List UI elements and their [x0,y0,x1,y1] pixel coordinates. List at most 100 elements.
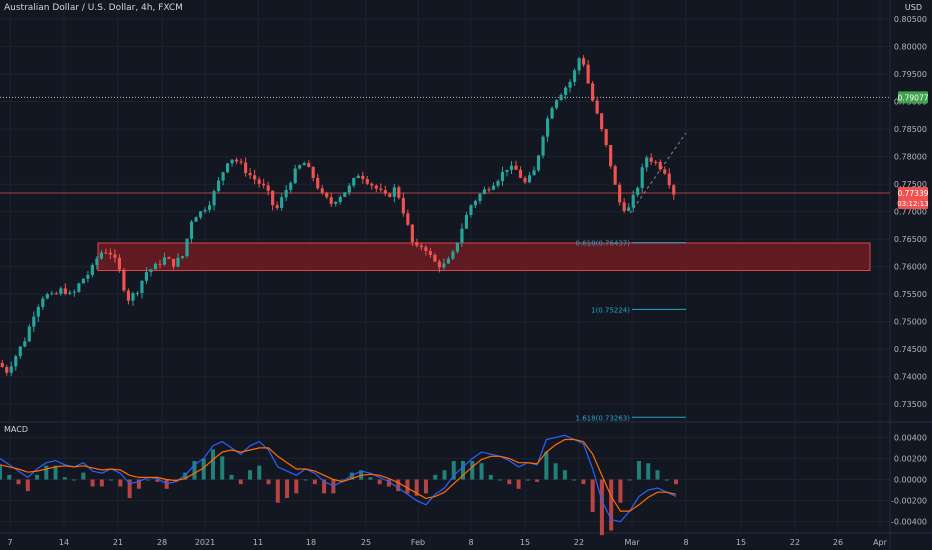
candle [527,171,532,184]
candle [108,248,112,260]
price-tick-7: 0.77000 [894,208,927,217]
macd-tick-1: 0.00200 [894,454,927,463]
macd-tick-3: -0.00200 [891,497,927,506]
macd-hist-bar [53,465,58,480]
candlestick-series [0,54,676,376]
candle [104,248,108,254]
candle [27,323,31,343]
macd-hist-bar [127,479,132,499]
candle [212,189,216,211]
candle [280,192,284,211]
candle [167,256,171,260]
macd-hist-bar [609,479,614,531]
candle [131,291,135,306]
supply-demand-zone[interactable] [97,242,871,272]
symbol-title[interactable]: Australian Dollar / U.S. Dollar, 4h, FXC… [4,3,183,13]
candle [392,184,396,203]
price-axis[interactable]: 0.805000.800000.795000.790000.785000.780… [894,15,927,409]
candle [410,223,414,247]
candle [541,135,545,159]
currency-label: USD [904,3,922,12]
time-tick-2: 21 [113,538,123,547]
time-tick-16: 26 [833,538,843,547]
candle [505,169,509,177]
macd-hist-bar [312,479,317,485]
time-tick-17: Apr [873,538,888,547]
candle [307,160,311,168]
candle [573,68,577,87]
macd-hist-bar [275,479,280,503]
macd-hist-bar [525,479,530,481]
candle [536,154,541,173]
macd-hist-bar [646,463,651,480]
macd-axis[interactable]: 0.00400 0.00200 0.00000 -0.00200 -0.00400 [891,433,927,526]
macd-hist-bar [136,479,141,489]
candle [171,258,176,270]
candle [77,282,81,293]
candle [424,244,428,256]
fib-extension-levels[interactable]: 0.618(0.76437) 1(0.75224) 1.618(0.73263) [576,240,686,423]
candle [559,93,563,101]
candle [99,250,103,261]
candle [514,160,518,170]
macd-hist-bar [674,479,678,485]
candle [140,280,144,299]
macd-indicator [0,434,678,536]
candle [18,346,22,359]
candle [271,190,275,211]
macd-hist-bar [62,477,67,480]
macd-title[interactable]: MACD [4,425,28,434]
time-tick-9: 8 [468,538,473,547]
macd-tick-0: 0.00400 [894,433,927,442]
candle [226,162,230,174]
fib-label-0: 0.618(0.76437) [576,240,631,248]
candle [356,173,360,179]
macd-hist-bar [44,465,49,480]
candle [545,115,550,142]
price-tick-11: 0.75000 [894,318,927,327]
signal-line [0,438,677,512]
candle [185,238,189,259]
fib-label-2: 1.618(0.73263) [576,414,631,422]
macd-hist-bar [155,479,160,482]
candle [663,166,667,175]
trend-line[interactable] [629,132,687,214]
macd-hist-bar [257,465,262,480]
candle [32,311,36,332]
last-price-badge: 0.77339 03:12:13 [897,186,929,209]
candle [41,296,45,310]
candle [189,220,194,244]
time-tick-8: Feb [411,538,425,547]
candle [442,258,446,270]
candle [144,267,149,285]
candle [415,238,419,248]
candle [289,181,293,193]
macd-hist-bar [16,479,21,485]
price-tick-12: 0.74500 [894,345,927,354]
candle [86,271,90,283]
candle [266,181,270,196]
macd-hist-bar [331,479,336,494]
candle [554,99,559,110]
candle [207,201,212,213]
time-axis[interactable]: 7 14 21 28 2021 11 18 25 Feb 8 15 22 Mar 8 15 22 26 Apr [7,538,887,547]
macd-hist-bar [470,460,475,480]
time-tick-12: Mar [624,538,640,547]
macd-hist-bar [238,479,243,485]
candle [568,79,572,93]
candle [50,290,54,296]
price-tick-4: 0.78500 [894,125,927,134]
macd-hist-bar [349,472,354,480]
candle [460,223,464,247]
macd-hist-bar [562,470,567,480]
candle [640,163,644,193]
candle [23,337,27,348]
candle [379,183,383,193]
macd-hist-bar [498,479,503,481]
candle [600,112,604,132]
candle [487,186,491,193]
candle [162,252,167,266]
price-tick-1: 0.80000 [894,43,927,52]
